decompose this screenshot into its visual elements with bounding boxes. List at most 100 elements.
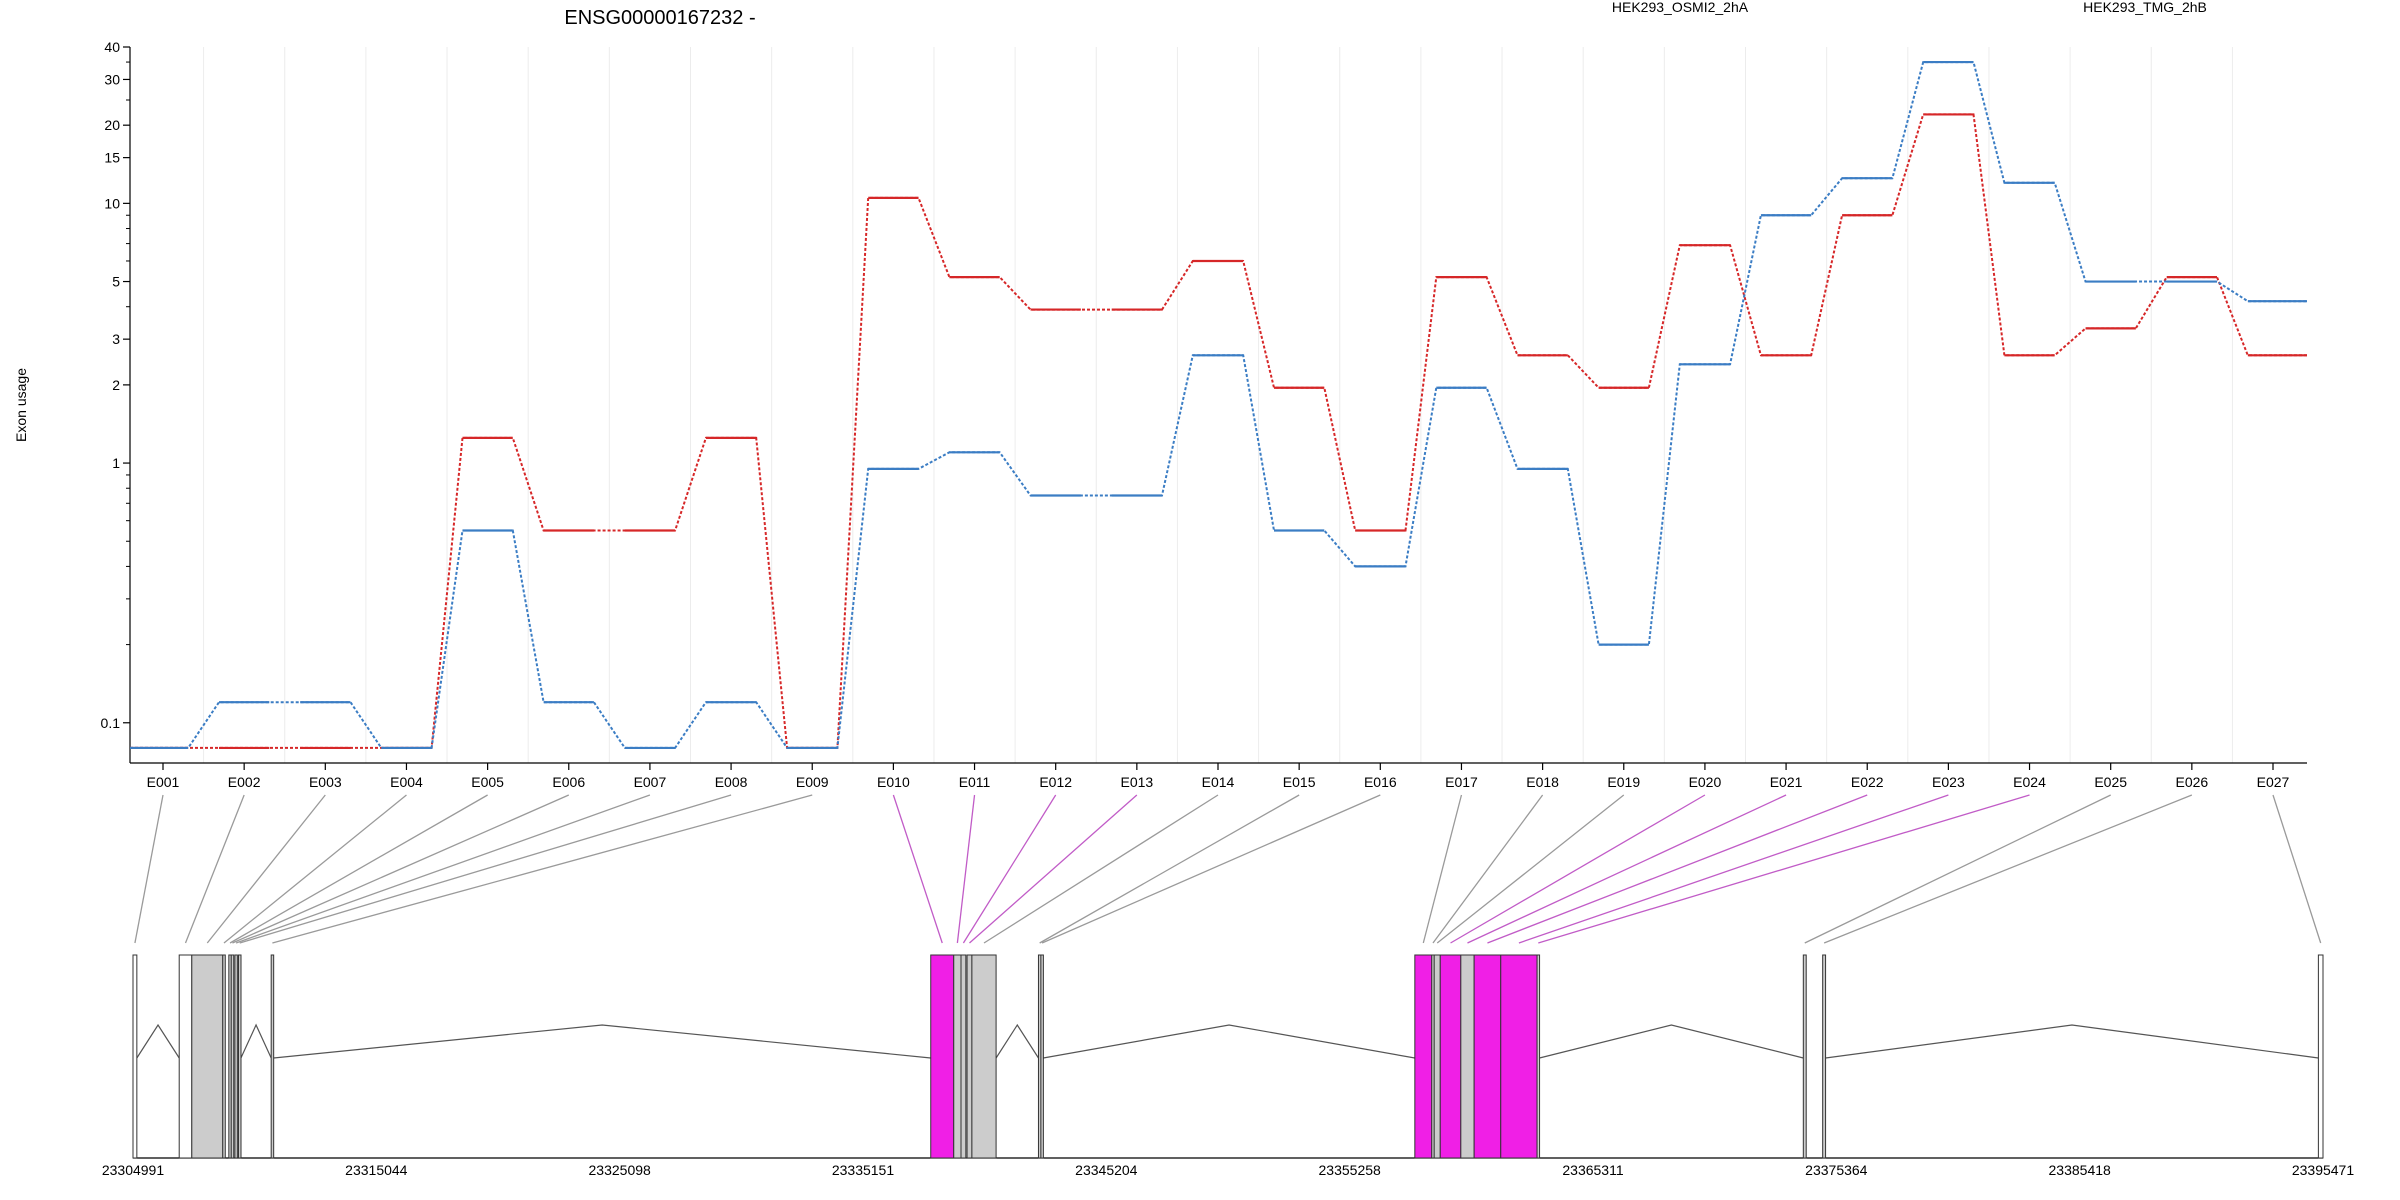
intron xyxy=(995,1023,1039,1059)
x-tick-label: E004 xyxy=(390,774,423,790)
legend-label-series-2: HEK293_TMG_2hB xyxy=(2083,0,2207,15)
y-tick-label: 15 xyxy=(104,150,120,166)
connector-E026 xyxy=(1823,794,2193,944)
x-tick-label: E001 xyxy=(147,774,180,790)
exon-E001 xyxy=(132,954,138,1159)
connector-E008 xyxy=(239,794,732,944)
exon-E009 xyxy=(270,954,275,1159)
y-axis-label: Exon usage xyxy=(13,368,29,442)
x-tick-label: E006 xyxy=(552,774,585,790)
exon-E014 xyxy=(971,954,997,1159)
x-tick-label: E018 xyxy=(1526,774,1559,790)
series-1 xyxy=(130,113,2307,750)
exon-E011 xyxy=(953,954,962,1159)
exon-E016 xyxy=(1040,954,1044,1159)
connector-E022 xyxy=(1487,794,1868,944)
exon-E017 xyxy=(1414,954,1433,1159)
connector-E012 xyxy=(962,794,1057,944)
series-2 xyxy=(130,60,2307,750)
coordinate-label: 23315044 xyxy=(345,1162,408,1178)
connector-E009 xyxy=(272,794,813,944)
intron xyxy=(1043,1024,1415,1059)
coordinate-label: 23325098 xyxy=(589,1162,652,1178)
exon-E023 xyxy=(1500,954,1538,1159)
x-tick-label: E011 xyxy=(959,774,991,790)
connector-E016 xyxy=(1041,794,1381,944)
connector-E014 xyxy=(983,794,1219,944)
coordinate-label: 23335151 xyxy=(832,1162,895,1178)
y-tick-label: 30 xyxy=(104,71,120,87)
x-tick-label: E008 xyxy=(715,774,748,790)
x-tick-label: E015 xyxy=(1283,774,1316,790)
connector-E003 xyxy=(206,794,326,944)
connector-E023 xyxy=(1518,794,1949,944)
exon-E002 xyxy=(178,954,193,1159)
coordinate-label: 23395471 xyxy=(2292,1162,2355,1178)
x-tick-label: E023 xyxy=(1932,774,1965,790)
exon-E019 xyxy=(1433,954,1441,1159)
coordinate-label: 23355258 xyxy=(1319,1162,1382,1178)
x-tick-label: E016 xyxy=(1364,774,1397,790)
connector-E007 xyxy=(235,794,651,944)
x-tick-label: E010 xyxy=(877,774,910,790)
connector-E027 xyxy=(2272,794,2322,944)
coordinate-label: 23304991 xyxy=(102,1162,165,1178)
connector-E010 xyxy=(892,794,943,944)
y-tick-label: 1 xyxy=(112,455,120,471)
exon-E004 xyxy=(222,954,226,1159)
connector-E024 xyxy=(1538,794,2030,944)
intron xyxy=(1825,1024,2319,1059)
exon-E027 xyxy=(2317,954,2324,1159)
exon-connector-lines xyxy=(134,794,2322,944)
connector-E019 xyxy=(1436,794,1625,944)
legend-label-series-1: HEK293_OSMI2_2hA xyxy=(1612,0,1749,15)
connector-E001 xyxy=(134,794,164,944)
exon-E020 xyxy=(1439,954,1462,1159)
exon-E006 xyxy=(230,954,235,1159)
gene-model: 23304991 23315044 23325098 23335151 23345204… xyxy=(102,954,2355,1178)
connector-E011 xyxy=(956,794,976,944)
y-tick-label: 0.1 xyxy=(101,715,121,731)
y-tick-label: 5 xyxy=(112,274,120,290)
exon-E024 xyxy=(1536,954,1541,1159)
connector-E021 xyxy=(1467,794,1787,944)
exon-E021 xyxy=(1460,954,1475,1159)
coordinate-label: 23385418 xyxy=(2049,1162,2112,1178)
x-tick-label: E024 xyxy=(2013,774,2046,790)
coordinate-label: 23375364 xyxy=(1805,1162,1868,1178)
exon-E025 xyxy=(1802,954,1807,1159)
coordinate-label: 23345204 xyxy=(1075,1162,1138,1178)
vertical-grid xyxy=(203,47,2233,763)
series-lines xyxy=(130,60,2307,750)
connector-E017 xyxy=(1422,794,1463,944)
plot-axes: 0.1 1 2 3 5 10 15 20 30 40 E001 E002 E003 E004 E005 E00… xyxy=(101,39,2307,790)
chart-title: ENSG00000167232 - xyxy=(564,7,755,29)
connector-E002 xyxy=(184,794,245,944)
intron xyxy=(240,1023,272,1059)
x-tick-label: E002 xyxy=(228,774,261,790)
y-tick-label: 2 xyxy=(112,377,120,393)
exon-E013 xyxy=(966,954,973,1159)
exon-E010 xyxy=(930,954,955,1159)
exon-E022 xyxy=(1473,954,1502,1159)
connector-E006 xyxy=(232,794,570,944)
x-tick-label: E013 xyxy=(1120,774,1153,790)
y-tick-label: 10 xyxy=(104,195,120,211)
x-tick-label: E021 xyxy=(1770,774,1803,790)
y-tick-label: 40 xyxy=(104,39,120,55)
y-tick-label: 20 xyxy=(104,117,120,133)
intron xyxy=(1539,1024,1804,1059)
x-tick-label: E003 xyxy=(309,774,342,790)
series-line xyxy=(130,113,2307,749)
connector-E025 xyxy=(1804,794,2111,944)
x-tick-label: E012 xyxy=(1039,774,1072,790)
x-tick-label: E019 xyxy=(1607,774,1640,790)
connector-E018 xyxy=(1432,794,1544,944)
x-tick-label: E026 xyxy=(2175,774,2208,790)
exon-E008 xyxy=(238,954,242,1159)
connector-E020 xyxy=(1450,794,1706,944)
connector-E015 xyxy=(1039,794,1300,944)
exon-E026 xyxy=(1822,954,1827,1159)
x-tick-label: E022 xyxy=(1851,774,1884,790)
